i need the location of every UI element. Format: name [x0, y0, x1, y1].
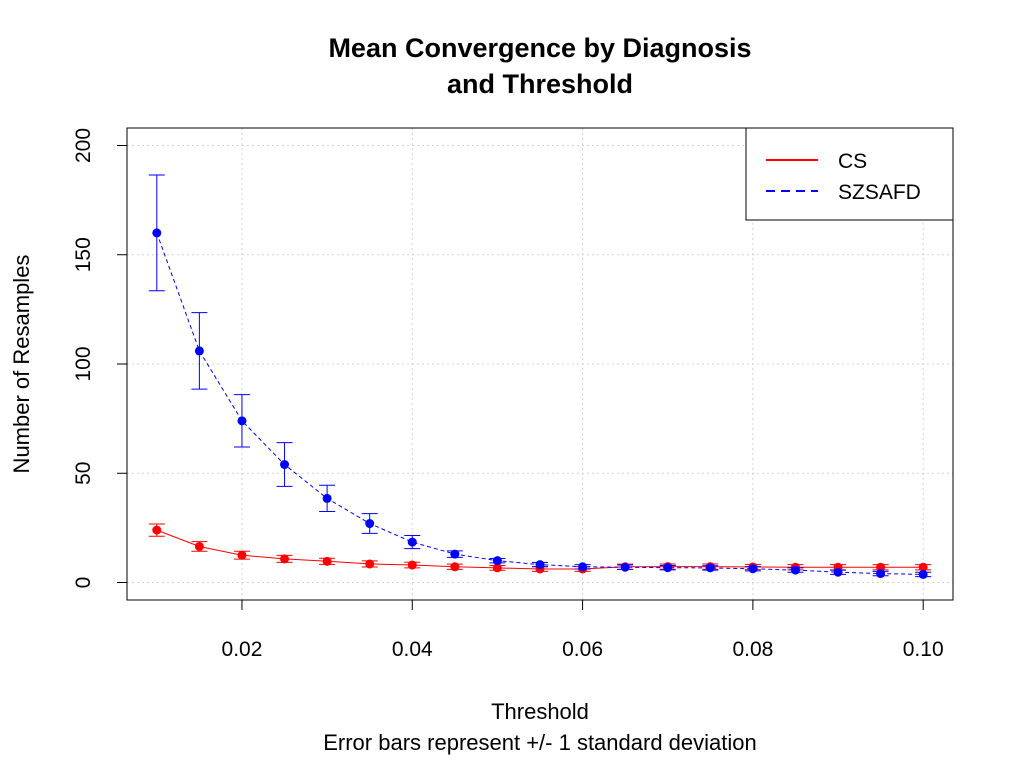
data-point-szsafd — [578, 562, 588, 572]
legend-label-szsafd: SZSAFD — [838, 181, 921, 204]
y-tick-label: 50 — [72, 462, 95, 485]
data-point-cs — [322, 556, 332, 566]
legend-box — [745, 127, 954, 221]
data-point-cs — [492, 563, 502, 573]
data-point-cs — [152, 525, 162, 535]
y-axis: 0 50 100 150 200 — [72, 128, 128, 589]
data-point-szsafd — [620, 562, 630, 572]
y-tick-label: 100 — [72, 346, 95, 381]
data-point-szsafd — [450, 549, 460, 559]
data-point-cs — [194, 541, 204, 551]
y-tick-label: 0 — [72, 577, 95, 589]
chart-title-line-1: Mean Convergence by Diagnosis — [328, 33, 751, 63]
data-point-szsafd — [833, 567, 843, 577]
data-point-szsafd — [535, 560, 545, 570]
x-tick-label: 0.08 — [732, 638, 773, 661]
data-point-cs — [280, 554, 290, 564]
data-point-szsafd — [280, 460, 290, 470]
data-point-szsafd — [705, 563, 715, 573]
x-axis: 0.02 0.04 0.06 0.08 0.10 — [222, 599, 944, 661]
grid-lines — [127, 128, 953, 600]
x-tick-label: 0.04 — [392, 638, 433, 661]
series-layer — [148, 174, 932, 579]
data-point-szsafd — [663, 563, 673, 573]
data-point-cs — [407, 560, 417, 570]
x-tick-label: 0.10 — [903, 638, 944, 661]
x-tick-label: 0.06 — [562, 638, 603, 661]
data-point-cs — [918, 562, 928, 572]
data-point-szsafd — [492, 556, 502, 566]
data-point-cs — [876, 562, 886, 572]
x-axis-subtitle: Error bars represent +/- 1 standard devi… — [323, 730, 757, 755]
y-tick-label: 200 — [72, 128, 95, 163]
legend-label-cs: CS — [838, 150, 867, 173]
series-line-szsafd — [156, 232, 924, 575]
data-point-szsafd — [322, 493, 332, 503]
y-tick-label: 150 — [72, 237, 95, 272]
x-axis-label: Threshold — [491, 699, 589, 724]
data-point-szsafd — [194, 346, 204, 356]
data-point-szsafd — [748, 564, 758, 574]
data-point-szsafd — [152, 228, 162, 238]
chart-title-line-2: and Threshold — [447, 69, 633, 99]
data-point-cs — [237, 550, 247, 560]
data-point-szsafd — [237, 416, 247, 426]
data-point-cs — [450, 562, 460, 572]
data-point-szsafd — [918, 569, 928, 579]
x-tick-label: 0.02 — [222, 638, 263, 661]
data-point-cs — [365, 559, 375, 569]
data-point-szsafd — [790, 565, 800, 575]
data-point-szsafd — [876, 569, 886, 579]
legend: CS SZSAFD — [745, 127, 954, 221]
series-szsafd — [148, 174, 932, 579]
data-point-szsafd — [407, 537, 417, 547]
y-axis-label: Number of Resamples — [9, 255, 34, 474]
data-point-szsafd — [365, 519, 375, 529]
